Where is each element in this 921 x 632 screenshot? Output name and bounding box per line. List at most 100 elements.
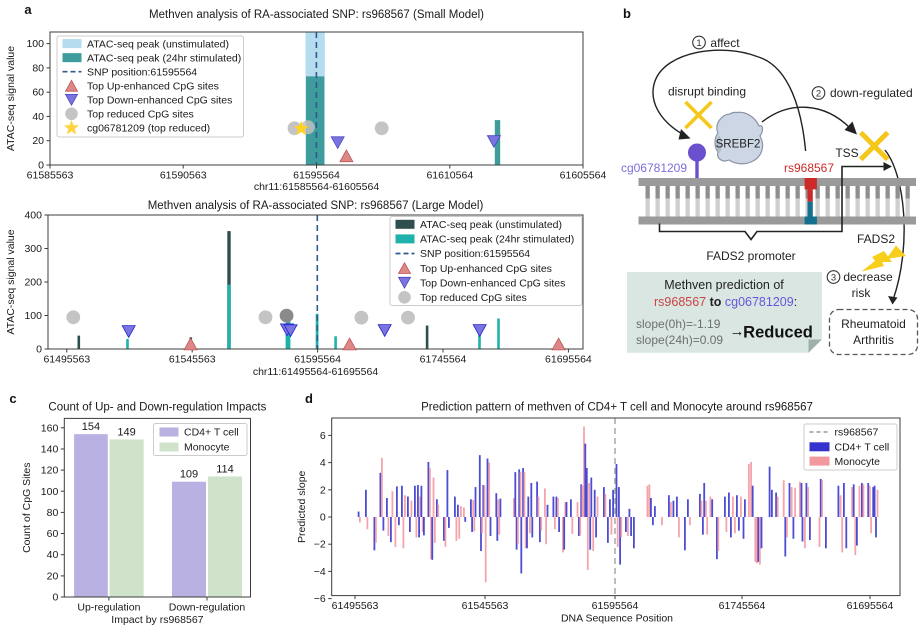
svg-text:80: 80 — [47, 507, 59, 519]
svg-text:FADS2 promoter: FADS2 promoter — [706, 249, 795, 263]
svg-text:slope(0h)=-1.19: slope(0h)=-1.19 — [636, 317, 721, 331]
svg-text:SNP position:61595564: SNP position:61595564 — [420, 248, 530, 260]
svg-text:61595564: 61595564 — [294, 354, 341, 366]
svg-text:61605564: 61605564 — [560, 170, 607, 182]
svg-text:140: 140 — [41, 444, 59, 456]
svg-text:149: 149 — [117, 426, 135, 438]
svg-text:114: 114 — [216, 463, 234, 475]
svg-text:3: 3 — [831, 272, 836, 283]
svg-text:Impact by rs968567: Impact by rs968567 — [111, 614, 203, 626]
svg-text:61745564: 61745564 — [420, 354, 467, 366]
svg-text:61695564: 61695564 — [847, 600, 894, 612]
svg-text:rs968567 to cg06781209:: rs968567 to cg06781209: — [654, 295, 797, 309]
svg-text:CD4+ T cell: CD4+ T cell — [835, 442, 890, 454]
svg-text:20: 20 — [47, 570, 59, 582]
svg-text:chr11:61585564-61605564: chr11:61585564-61605564 — [254, 181, 379, 193]
svg-text:cg06781209 (top reduced): cg06781209 (top reduced) — [87, 123, 210, 135]
svg-text:−6: −6 — [314, 593, 326, 605]
svg-text:TSS: TSS — [835, 146, 858, 160]
svg-text:ATAC-seq signal value: ATAC-seq signal value — [5, 229, 17, 334]
svg-text:Methven analysis of RA-associa: Methven analysis of RA-associated SNP: r… — [149, 9, 484, 21]
svg-text:Count of CpG Sites: Count of CpG Sites — [21, 462, 33, 552]
svg-text:61545563: 61545563 — [462, 600, 509, 612]
svg-text:Predicted slope: Predicted slope — [296, 470, 308, 543]
svg-text:61495563: 61495563 — [332, 600, 379, 612]
svg-text:cg06781209: cg06781209 — [621, 161, 687, 175]
svg-text:61595564: 61595564 — [592, 600, 639, 612]
svg-text:Monocyte: Monocyte — [835, 456, 881, 468]
svg-text:rs968567: rs968567 — [784, 161, 834, 175]
svg-text:Up-regulation: Up-regulation — [77, 602, 140, 614]
svg-text:6: 6 — [320, 430, 326, 442]
svg-text:−2: −2 — [314, 539, 326, 551]
svg-text:61585563: 61585563 — [27, 170, 74, 182]
svg-text:109: 109 — [180, 469, 198, 481]
svg-text:61610564: 61610564 — [426, 170, 473, 182]
svg-text:Count of Up- and Down-regulati: Count of Up- and Down-regulation Impacts — [48, 402, 266, 414]
svg-text:4: 4 — [320, 457, 326, 469]
svg-text:300: 300 — [24, 243, 42, 255]
svg-text:Top reduced CpG sites: Top reduced CpG sites — [87, 109, 194, 121]
svg-text:Down-regulation: Down-regulation — [169, 602, 246, 614]
svg-text:160: 160 — [41, 422, 59, 434]
svg-text:61695564: 61695564 — [545, 354, 592, 366]
svg-text:120: 120 — [41, 465, 59, 477]
svg-text:risk: risk — [852, 286, 872, 300]
svg-text:Top reduced CpG sites: Top reduced CpG sites — [420, 292, 527, 304]
svg-text:down-regulated: down-regulated — [830, 86, 913, 100]
svg-text:rs968567: rs968567 — [835, 427, 879, 439]
svg-text:affect: affect — [710, 36, 740, 50]
svg-text:Arthritis: Arthritis — [853, 333, 894, 347]
svg-text:20: 20 — [32, 135, 44, 147]
svg-text:−4: −4 — [314, 566, 326, 578]
svg-text:60: 60 — [47, 528, 59, 540]
svg-text:ATAC-seq peak (24hr stimulated: ATAC-seq peak (24hr stimulated) — [87, 52, 241, 64]
svg-text:0: 0 — [36, 344, 42, 356]
svg-text:Top Up-enhanced CpG sites: Top Up-enhanced CpG sites — [87, 81, 219, 93]
svg-text:CD4+ T cell: CD4+ T cell — [184, 427, 239, 439]
svg-text:disrupt binding: disrupt binding — [668, 85, 746, 99]
svg-text:0: 0 — [38, 160, 44, 172]
svg-text:ATAC-seq peak (unstimulated): ATAC-seq peak (unstimulated) — [420, 219, 562, 231]
svg-text:200: 200 — [24, 277, 42, 289]
svg-text:c: c — [9, 391, 16, 406]
svg-text:61495563: 61495563 — [43, 354, 90, 366]
svg-text:chr11:61495564-61695564: chr11:61495564-61695564 — [253, 366, 378, 378]
svg-text:FADS2: FADS2 — [857, 232, 895, 246]
svg-text:2: 2 — [320, 484, 326, 496]
svg-text:40: 40 — [47, 549, 59, 561]
svg-text:61745564: 61745564 — [719, 600, 766, 612]
svg-text:SNP position:61595564: SNP position:61595564 — [87, 66, 197, 78]
svg-text:Top Up-enhanced CpG sites: Top Up-enhanced CpG sites — [420, 263, 552, 275]
svg-text:slope(24h)=0.09: slope(24h)=0.09 — [636, 333, 723, 347]
svg-text:1: 1 — [696, 38, 701, 49]
svg-text:Top Down-enhanced CpG sites: Top Down-enhanced CpG sites — [87, 95, 232, 107]
svg-text:Methven analysis of RA-associa: Methven analysis of RA-associated SNP: r… — [148, 200, 484, 212]
svg-text:Methven prediction of: Methven prediction of — [664, 278, 784, 292]
svg-text:Prediction pattern of methven: Prediction pattern of methven of CD4+ T … — [421, 402, 813, 414]
svg-text:100: 100 — [24, 310, 42, 322]
svg-text:d: d — [305, 391, 313, 406]
svg-text:80: 80 — [32, 62, 44, 74]
svg-text:61590563: 61590563 — [160, 170, 207, 182]
svg-text:0: 0 — [320, 512, 326, 524]
svg-text:Monocyte: Monocyte — [184, 442, 230, 454]
svg-text:a: a — [24, 2, 32, 17]
svg-text:→: → — [730, 323, 745, 340]
svg-text:400: 400 — [24, 210, 42, 222]
svg-text:ATAC-seq peak (unstimulated): ATAC-seq peak (unstimulated) — [87, 38, 229, 50]
svg-text:61545563: 61545563 — [169, 354, 216, 366]
svg-text:DNA Sequence Position: DNA Sequence Position — [561, 613, 673, 625]
svg-text:100: 100 — [41, 486, 59, 498]
svg-text:61595564: 61595564 — [293, 170, 340, 182]
svg-text:60: 60 — [32, 87, 44, 99]
svg-text:SREBF2: SREBF2 — [716, 139, 761, 151]
svg-text:100: 100 — [26, 38, 44, 50]
svg-text:decrease: decrease — [843, 270, 893, 284]
svg-text:ATAC-seq signal value: ATAC-seq signal value — [5, 46, 17, 151]
svg-text:154: 154 — [82, 421, 100, 433]
svg-text:0: 0 — [52, 592, 58, 604]
svg-text:ATAC-seq peak (24hr stimulated: ATAC-seq peak (24hr stimulated) — [420, 234, 574, 246]
svg-text:40: 40 — [32, 111, 44, 123]
svg-text:2: 2 — [816, 88, 821, 99]
